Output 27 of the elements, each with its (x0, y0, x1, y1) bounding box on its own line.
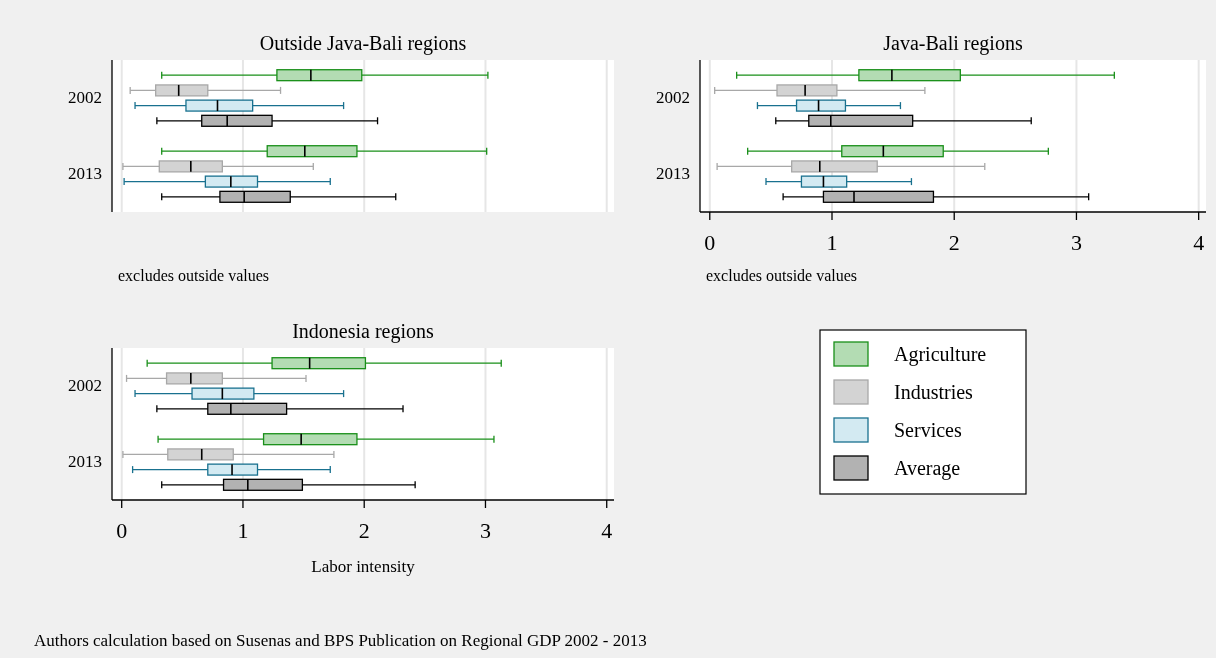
x-tick-label: 2 (358, 518, 370, 543)
x-tick-label: 1 (237, 518, 249, 543)
x-tick-label: 0 (116, 518, 128, 543)
legend-label: Industries (894, 381, 974, 403)
x-tick-label: 0 (704, 230, 716, 255)
y-tick-label: 2013 (68, 164, 102, 183)
x-tick-label: 3 (479, 518, 491, 543)
legend-label: Average (894, 457, 961, 480)
x-tick-label: 2 (948, 230, 960, 255)
text: Authors calculation based on Susenas and BPS Publication on Regional GDP 2002 - 2013 (34, 631, 647, 650)
x-tick-label: 4 (1193, 230, 1205, 255)
text: excludes outside values (118, 267, 270, 284)
chart-title: Java-Bali regions (883, 32, 1023, 55)
x-tick-label: 3 (1070, 230, 1082, 255)
y-tick-label: 2002 (68, 376, 102, 395)
legend-label: Services (894, 419, 962, 441)
text: excludes outside values (706, 267, 858, 284)
x-tick-label: 4 (601, 518, 613, 543)
y-tick-label: 2013 (656, 164, 690, 183)
y-tick-label: 2002 (68, 88, 102, 107)
x-axis-title: Labor intensity (311, 557, 416, 576)
x-tick-label: 1 (826, 230, 838, 255)
chart-title: Outside Java-Bali regions (259, 32, 467, 55)
y-tick-label: 2002 (656, 88, 690, 107)
chart-title: Indonesia regions (292, 320, 435, 343)
legend-label: Agriculture (894, 343, 987, 366)
y-tick-label: 2013 (68, 452, 102, 471)
